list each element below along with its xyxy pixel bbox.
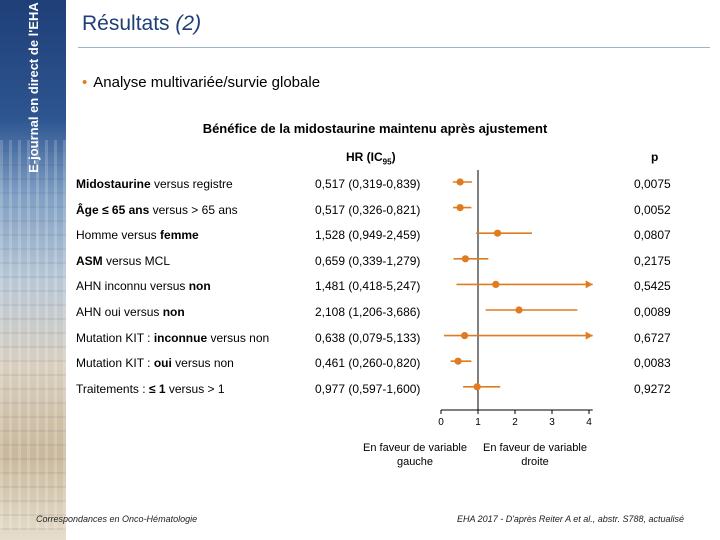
slide-title: Résultats (2) [82,12,201,36]
row-p-value: 0,0083 [634,356,671,371]
row-label-plain: versus registre [150,177,233,191]
row-hr-value: 0,517 (0,326-0,821) [315,202,421,217]
table-row: AHN inconnu versus non 1,481 (0,418-5,247… [0,279,720,299]
table-row: Âge ≤ 65 ans versus > 65 ans 0,517 (0,326… [0,203,720,223]
column-header-hr: HR (IC95) [346,150,396,167]
sidebar-banner: E-journal en direct de l'EHA 2017 [0,0,66,540]
row-label-plain: Mutation KIT : [76,330,154,345]
row-hr-value: 1,528 (0,949-2,459) [315,228,421,243]
table-row: Mutation KIT : oui versus non 0,461 (0,26… [0,356,720,376]
row-p-value: 0,0075 [634,177,671,191]
column-header-p: p [651,150,659,164]
x-axis-tick-label: 2 [512,417,518,428]
row-p-value: 0,2175 [634,253,671,268]
x-axis-tick-label: 1 [475,417,481,428]
sidebar-building-image [0,140,66,530]
title-divider [78,47,710,48]
row-label-plain: versus MCL [102,253,171,268]
footer-citation: EHA 2017 - D'après Reiter A et al., abst… [457,514,684,524]
table-row: ASM versus MCL 0,659 (0,339-1,279) 0,2175 [0,254,720,274]
row-label: Traitements : ≤ 1 versus > 1 [76,382,225,396]
row-label-bold: inconnue [153,330,208,345]
row-p-value: 0,9272 [634,381,671,396]
footer-source: Correspondances en Onco-Hématologie [36,514,198,524]
row-label-bold: Âge ≤ 65 ans [76,202,150,217]
row-label-plain: Mutation KIT : [76,356,154,371]
row-label: Mutation KIT : oui versus non [76,356,234,370]
row-p-value: 0,0807 [634,228,671,243]
row-label-bold: ≤ 1 [148,381,166,396]
row-label-plain: versus non [171,356,234,371]
table-row: AHN oui versus non 2,108 (1,206-3,686) 0,0… [0,305,720,325]
bullet-item: • Analyse multivariée/survie globale [82,74,320,91]
row-hr-value: 2,108 (1,206-3,686) [315,305,421,319]
row-label-plain: Traitements : [76,381,149,396]
row-label-bold: non [188,279,211,294]
row-hr-value: 0,977 (0,597-1,600) [315,381,421,396]
row-label-plain: AHN oui versus [76,305,163,319]
row-label-plain: versus > 65 ans [149,202,238,217]
bullet-text: Analyse multivariée/survie globale [93,74,321,91]
row-label: Homme versus femme [76,228,199,242]
row-label-bold: Midostaurine [76,177,151,191]
row-label-plain: Homme versus [76,228,161,243]
table-row: Midostaurine versus registre 0,517 (0,319… [0,177,720,197]
x-axis-tick-label: 3 [549,417,555,428]
section-subtitle: Bénéfice de la midostaurine maintenu apr… [202,121,548,136]
row-label-bold: femme [160,228,199,243]
row-p-value: 0,0089 [634,305,671,319]
row-p-value: 0,0052 [634,202,671,217]
row-hr-value: 0,461 (0,260-0,820) [315,356,421,371]
bullet-dot-icon: • [82,74,88,91]
row-label: AHN inconnu versus non [76,279,211,293]
table-row: Traitements : ≤ 1 versus > 1 0,977 (0,597… [0,382,720,402]
journal-logo-text: E-journal en direct de l'EHA 2017 [25,0,41,173]
row-label: AHN oui versus non [76,305,185,319]
row-label-bold: oui [153,356,172,371]
row-label-plain: versus > 1 [165,381,225,396]
row-hr-value: 0,659 (0,339-1,279) [315,253,421,268]
row-label: ASM versus MCL [76,254,170,268]
slide-title-suffix: (2) [175,12,202,35]
table-row: Mutation KIT : inconnue versus non 0,638 … [0,331,720,351]
favours-left-note: En faveur de variable gauche [363,442,467,468]
favours-right-note: En faveur de variable droite [483,442,587,468]
row-p-value: 0,6727 [634,330,671,345]
slide-title-main: Résultats [82,12,170,35]
row-hr-value: 0,517 (0,319-0,839) [315,177,421,191]
row-hr-value: 0,638 (0,079-5,133) [315,330,421,345]
row-label-bold: ASM [76,253,103,268]
x-axis-tick-label: 4 [586,417,592,428]
row-label: Âge ≤ 65 ans versus > 65 ans [76,203,238,217]
journal-logo: E-journal en direct de l'EHA 2017 [8,0,58,172]
row-label: Mutation KIT : inconnue versus non [76,331,269,345]
row-label: Midostaurine versus registre [76,177,233,191]
table-row: Homme versus femme 1,528 (0,949-2,459) 0,0… [0,228,720,248]
row-hr-value: 1,481 (0,418-5,247) [315,279,421,294]
row-p-value: 0,5425 [634,279,671,294]
row-label-bold: non [162,305,185,319]
row-label-plain: versus non [207,330,270,345]
x-axis-tick-label: 0 [438,417,444,428]
row-label-plain: AHN inconnu versus [76,279,189,294]
